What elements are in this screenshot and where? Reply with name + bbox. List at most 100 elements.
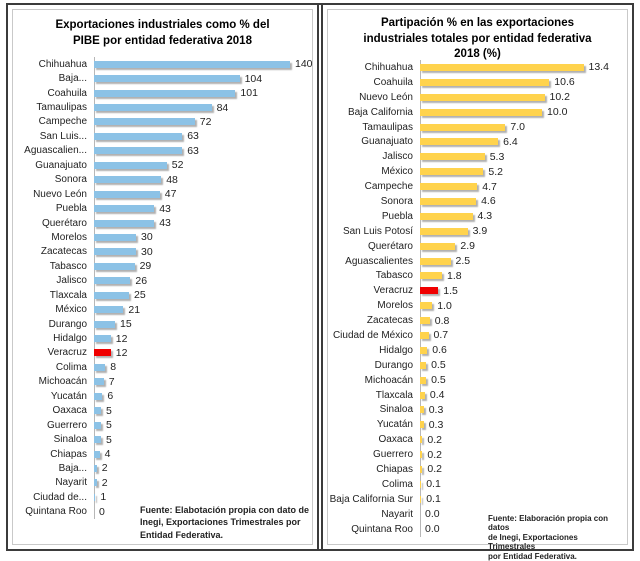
category-label: Querétaro xyxy=(41,217,87,229)
value-label: 1.5 xyxy=(443,284,458,297)
bar-row: Sinaloa 0.3 xyxy=(328,402,627,417)
bar-row: Chihuahua 140 xyxy=(13,57,313,71)
value-label: 15 xyxy=(120,318,132,331)
bar xyxy=(420,168,484,176)
value-label: 0.0 xyxy=(425,523,440,536)
bar xyxy=(94,320,115,328)
bar xyxy=(420,436,423,444)
value-label: 10.6 xyxy=(554,76,575,89)
bar-row: Coahuila 10.6 xyxy=(328,75,627,90)
value-label: 6 xyxy=(107,390,114,403)
bar xyxy=(94,118,195,126)
bar-row: Zacatecas 30 xyxy=(13,245,312,259)
bar-row: Tamaulipas 7.0 xyxy=(328,120,627,135)
value-label: 7 xyxy=(108,375,115,388)
category-label: Tabasco xyxy=(49,260,87,272)
category-label: Baja California Sur xyxy=(329,493,413,505)
bar-row: Michoacán 0.5 xyxy=(328,373,627,388)
category-label: Oaxaca xyxy=(378,434,413,446)
bar xyxy=(420,495,422,503)
bar-row: Ciudad de México 0.7 xyxy=(328,328,627,343)
right-source-line2: de Inegi, Exportaciones Trimestrales xyxy=(488,532,578,552)
value-label: 0.1 xyxy=(426,493,441,506)
value-label: 5 xyxy=(106,419,112,432)
category-label: Tamaulipas xyxy=(36,102,87,114)
value-label: 30 xyxy=(141,245,153,258)
value-label: 4 xyxy=(104,448,111,461)
bar-row: Veracruz 12 xyxy=(13,346,312,360)
value-label: 26 xyxy=(135,274,148,287)
charts-frame: Exportaciones industriales como % del PI… xyxy=(6,3,634,561)
category-label: Durango xyxy=(48,318,87,330)
bar xyxy=(420,63,584,71)
value-label: 101 xyxy=(240,87,258,100)
right-chart: Partipación % en las exportaciones indus… xyxy=(327,9,628,561)
right-chart-plot-area: Chihuahua 13.4 Coahuila 10.6 Nuevo León 10.2 B… xyxy=(328,60,627,537)
category-label: Oaxaca xyxy=(52,405,87,417)
bar xyxy=(94,205,155,213)
bar xyxy=(420,317,430,325)
category-label: Morelos xyxy=(51,231,87,243)
value-label: 10.2 xyxy=(549,91,570,104)
bar xyxy=(420,212,473,220)
bar xyxy=(420,123,506,131)
value-label: 5.2 xyxy=(488,165,503,178)
bar-row: Campeche 72 xyxy=(13,115,312,129)
value-label: 140 xyxy=(295,58,313,71)
bar-row: Querétaro 2.9 xyxy=(328,239,627,254)
value-label: 1.8 xyxy=(447,269,462,282)
right-chart-title-line3: 2018 (%) xyxy=(454,48,501,60)
value-label: 5 xyxy=(106,404,112,417)
bar xyxy=(94,493,96,501)
category-label: México xyxy=(55,304,87,316)
bar-row: Ciudad de... 1 xyxy=(13,490,312,504)
category-label: Chihuahua xyxy=(38,58,87,70)
bar xyxy=(420,331,429,339)
value-label: 21 xyxy=(128,303,141,316)
bar xyxy=(420,302,433,310)
category-label: San Luis Potosí xyxy=(342,225,413,237)
bar xyxy=(94,60,290,68)
right-source-line3: por Entidad Federativa. xyxy=(488,551,577,561)
category-label: Sonora xyxy=(54,174,87,186)
bar-row: Puebla 4.3 xyxy=(328,209,627,224)
bar xyxy=(420,361,427,369)
bar xyxy=(420,153,485,161)
category-label: Ciudad de... xyxy=(33,491,87,503)
left-chart-plot-area: Chihuahua 140 Baja... 104 Coahuila 101 Tamauli… xyxy=(13,57,313,519)
bar xyxy=(94,89,236,97)
value-label: 1 xyxy=(100,491,107,504)
category-label: Aguascalien... xyxy=(24,145,87,157)
value-label: 84 xyxy=(216,101,229,114)
category-label: Baja... xyxy=(58,73,87,85)
bar-row: Tabasco 29 xyxy=(13,259,312,273)
bar-row: Durango 0.5 xyxy=(328,358,627,373)
category-label: Colima xyxy=(381,478,413,490)
value-label: 0.1 xyxy=(426,478,441,491)
bar xyxy=(94,161,167,169)
value-label: 13.4 xyxy=(588,61,609,74)
bar-row: Zacatecas 0.8 xyxy=(328,313,627,328)
bar xyxy=(94,132,183,140)
value-label: 2.9 xyxy=(460,240,475,253)
category-label: Tabasco xyxy=(375,270,413,282)
bar xyxy=(94,421,101,429)
bar xyxy=(94,378,104,386)
bar-row: Hidalgo 12 xyxy=(13,331,312,345)
category-label: San Luis... xyxy=(39,130,87,142)
category-label: Guanajuato xyxy=(35,159,87,171)
value-label: 63 xyxy=(187,130,199,143)
left-source-line1: Fuente: Elabotación propia con dato de xyxy=(140,505,310,515)
left-source-line3: Entidad Federativa. xyxy=(140,529,224,540)
bar xyxy=(94,176,162,184)
value-label: 0.2 xyxy=(427,433,442,446)
category-label: Veracruz xyxy=(373,285,413,297)
bar xyxy=(94,147,183,155)
value-label: 0.7 xyxy=(433,329,449,342)
bar-row: Baja California Sur 0.1 xyxy=(328,492,627,507)
bar-row: San Luis... 63 xyxy=(13,129,312,143)
category-label: Chihuahua xyxy=(364,61,413,73)
bar xyxy=(420,183,478,191)
value-label: 0.2 xyxy=(427,448,442,461)
